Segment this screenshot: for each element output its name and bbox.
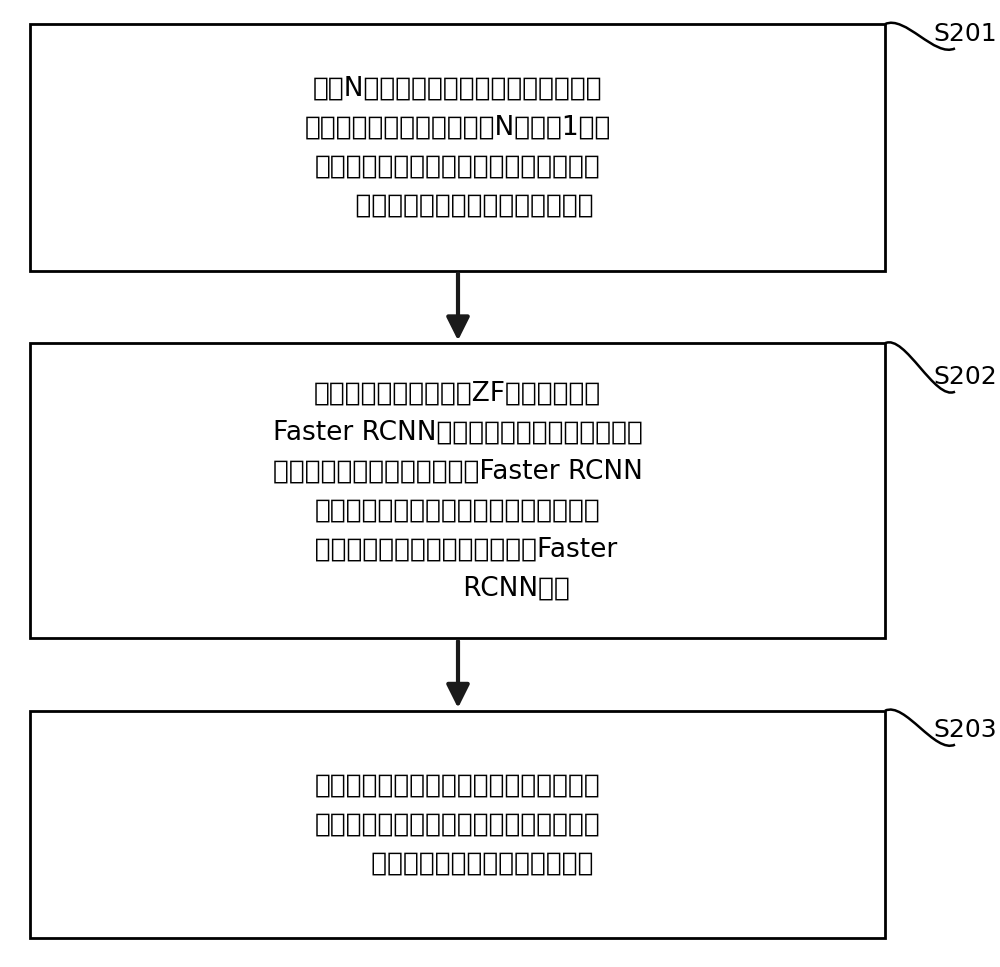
Text: 用所述训练样本对基于ZF网络的待训练
Faster RCNN网络进行训练，得到相应的训
练后模型；其中，所述待训练Faster RCNN
网络为在对共享卷积层中: 用所述训练样本对基于ZF网络的待训练 Faster RCNN网络进行训练，得到相… (273, 380, 642, 601)
Text: 获取N种图像尺寸的超声图像以及相应诊
断结果的训练样本；其中，N为大于1的整
数超声图像为对患者的甲状腺乳头状癌患
    病区域进行超声成像后得到的图像: 获取N种图像尺寸的超声图像以及相应诊 断结果的训练样本；其中，N为大于1的整 数… (304, 76, 611, 219)
FancyBboxPatch shape (30, 711, 885, 938)
Text: S202: S202 (933, 366, 997, 389)
Text: 当获取到待检测超声图像，则向所述训练
后模型中输入所述待检测超声图像，得到
      所述训练后模型输出的检测结果: 当获取到待检测超声图像，则向所述训练 后模型中输入所述待检测超声图像，得到 所述… (315, 773, 600, 876)
FancyBboxPatch shape (30, 24, 885, 271)
Text: S203: S203 (933, 718, 997, 742)
Text: S201: S201 (933, 22, 997, 45)
FancyBboxPatch shape (30, 343, 885, 638)
